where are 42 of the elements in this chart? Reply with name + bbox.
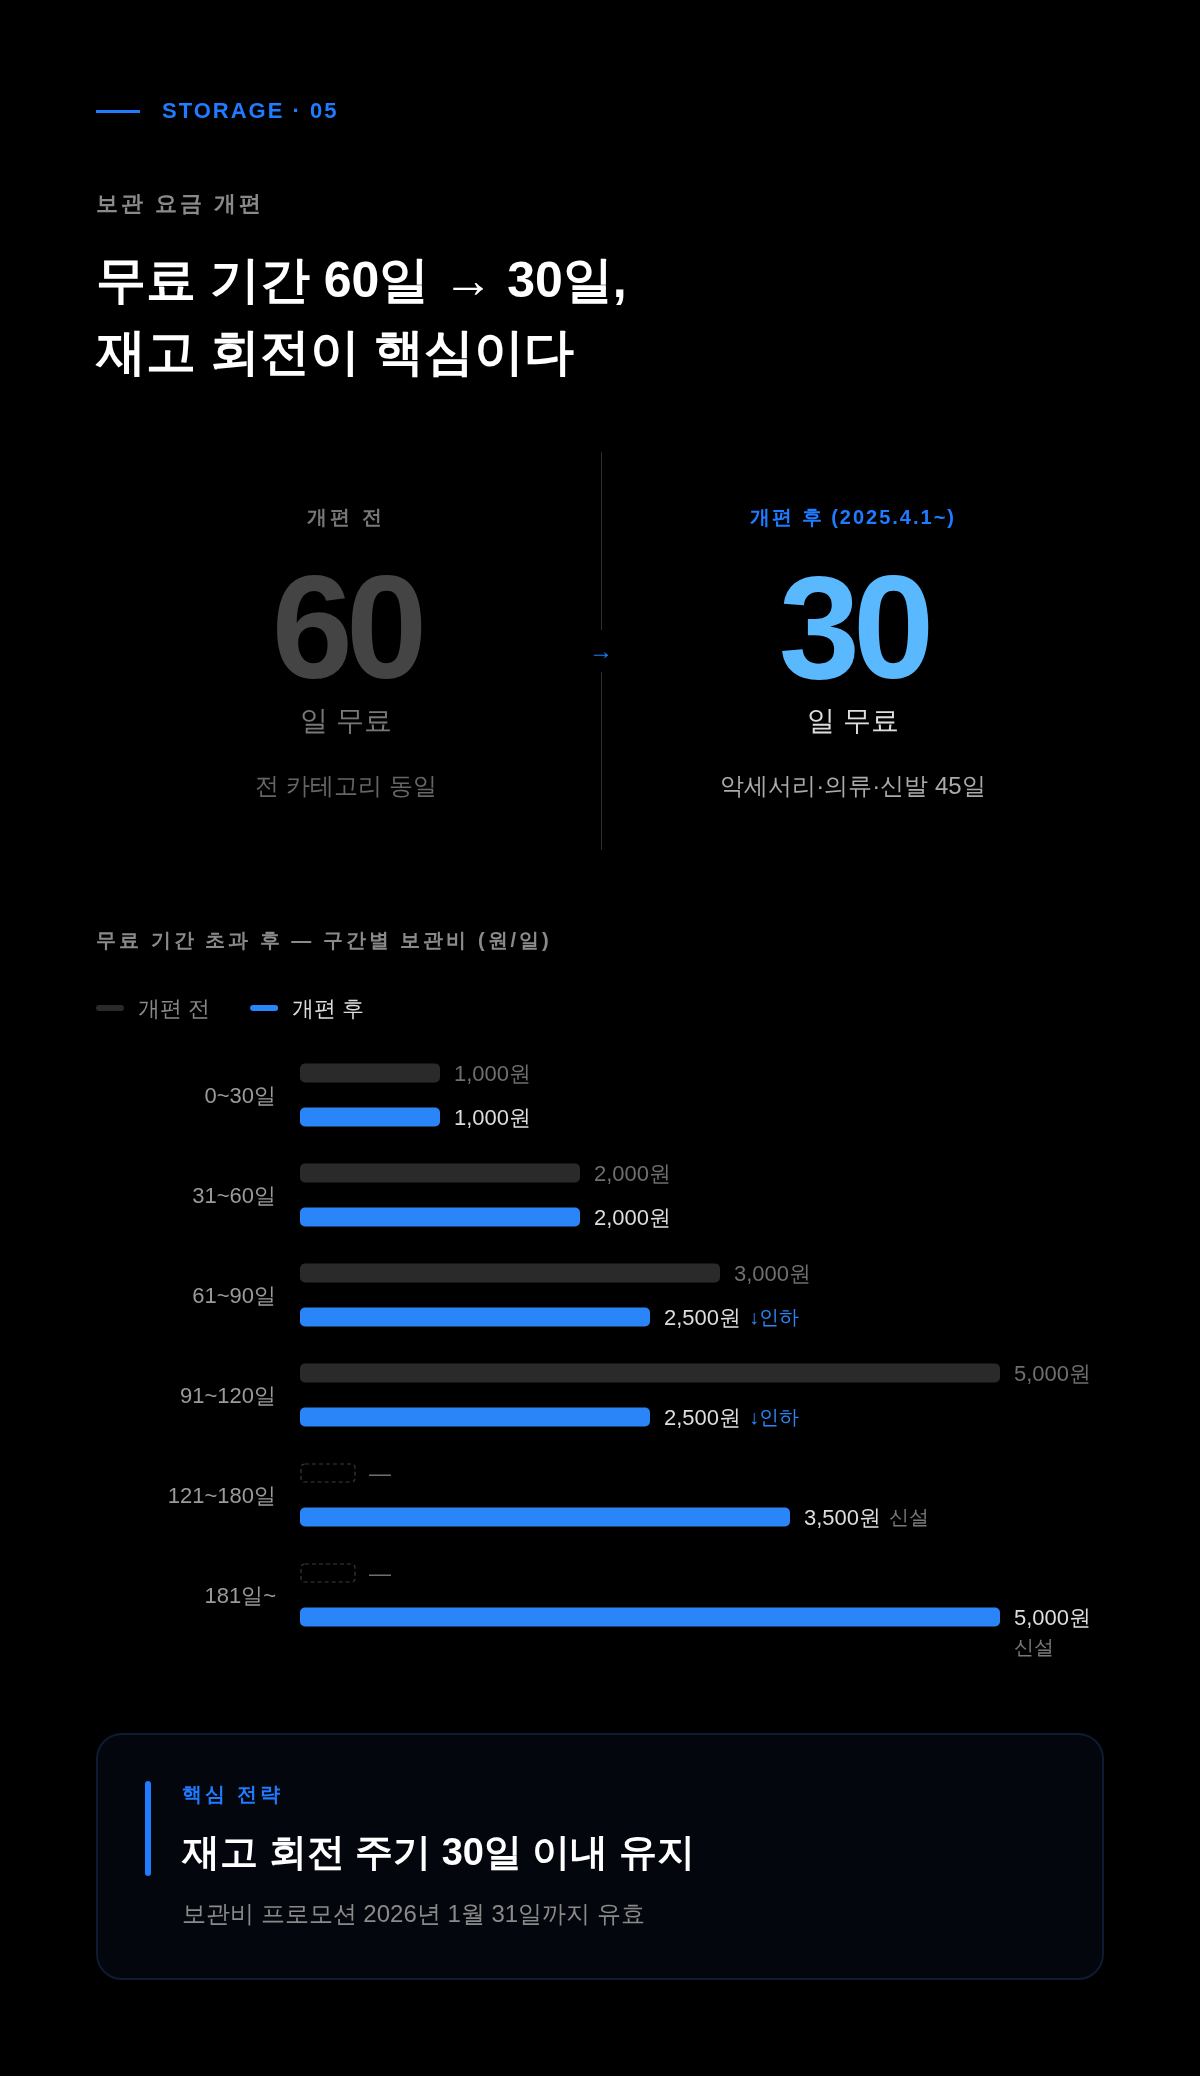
legend-label: 개편 후 [292, 995, 365, 1021]
text: 보관 요금 개편 [96, 190, 265, 218]
y-tick-label: 91~120일 [179, 1382, 276, 1408]
bar [300, 1507, 790, 1527]
legend-label: 개편 전 [138, 995, 211, 1021]
text: 재고 회전 주기 30일 이내 유지 [182, 1830, 696, 1876]
bar [300, 1307, 650, 1327]
data-label: 2,500원 ↓인하 [664, 1404, 800, 1430]
text: 악세서리·의류·신발 45일 [720, 771, 986, 801]
bar [300, 1263, 720, 1283]
bar [300, 1163, 580, 1183]
text: → [589, 636, 613, 666]
y-tick-label: 61~90일 [192, 1282, 276, 1308]
bar [300, 1107, 440, 1127]
data-label: 2,000원 [594, 1160, 672, 1186]
data-label: 3,500원 신설 [804, 1504, 930, 1530]
data-label: 3,000원 [734, 1260, 812, 1286]
bar [300, 1063, 440, 1083]
text: 핵심 전략 [182, 1781, 283, 1807]
y-tick-label: 31~60일 [192, 1182, 276, 1208]
text: — [369, 1460, 391, 1486]
text: STORAGE · 05 [162, 97, 339, 125]
data-label: 5,000원 신설 [1014, 1604, 1092, 1658]
text: 전 카테고리 동일 [255, 771, 437, 801]
bar [300, 1363, 1000, 1383]
text: 개편 후 (2025.4.1~) [750, 504, 956, 530]
data-label: 1,000원 [454, 1060, 532, 1086]
chart-title: 무료 기간 초과 후 — 구간별 보관비 (원/일) [96, 929, 552, 951]
bar [300, 1607, 1000, 1627]
data-label: 2,500원 ↓인하 [664, 1304, 800, 1330]
text: — [369, 1560, 391, 1586]
text: 개편 전 [307, 504, 385, 530]
bar [300, 1407, 650, 1427]
y-tick-label: 0~30일 [204, 1082, 276, 1108]
text: 무료 기간 60일 → 30일, 재고 회전이 핵심이다 [96, 251, 628, 382]
text: 보관비 프로모션 2026년 1월 31일까지 유효 [182, 1899, 645, 1929]
data-label: 5,000원 [1014, 1360, 1092, 1386]
data-label: 1,000원 [454, 1104, 532, 1130]
bar [300, 1207, 580, 1227]
data-label: 2,000원 [594, 1204, 672, 1230]
y-tick-label: 121~180일 [167, 1482, 276, 1508]
y-tick-label: 181일~ [204, 1582, 276, 1608]
